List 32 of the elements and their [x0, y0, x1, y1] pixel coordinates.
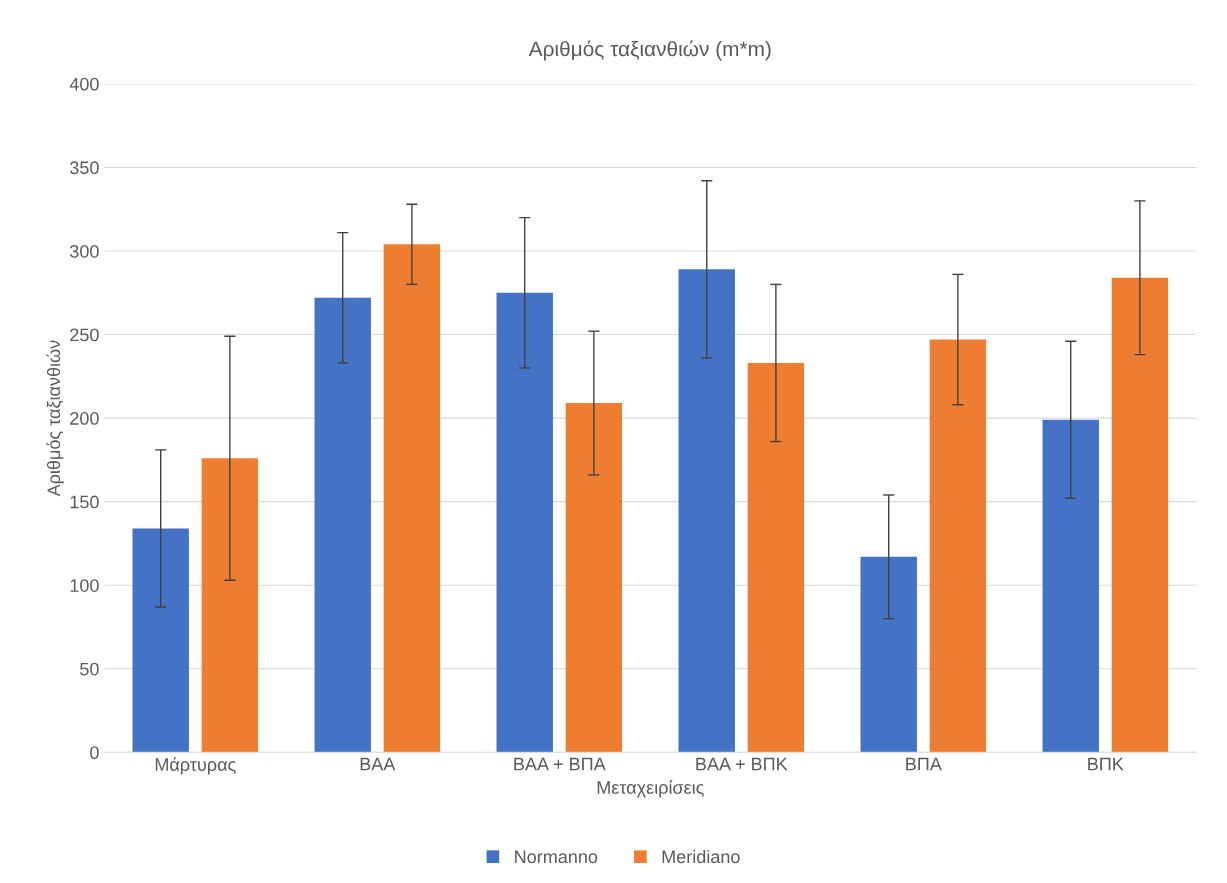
x-tick-label: ΒΑΑ + ΒΠΑ	[514, 757, 606, 771]
y-tick-label: 100	[70, 579, 99, 592]
bar	[1042, 419, 1099, 753]
chart-title: Αριθμός ταξιανθιών (m*m)	[528, 40, 771, 61]
bar	[929, 339, 987, 753]
x-tick-label: ΒΠΚ	[1088, 757, 1124, 771]
bar	[496, 292, 553, 753]
bar	[565, 403, 623, 753]
bar	[747, 362, 805, 753]
y-tick-label: 400	[69, 77, 99, 91]
bar	[201, 458, 259, 753]
y-tick-label: 0	[90, 746, 99, 760]
y-axis-title: Αριθμός ταξιανθιών	[46, 340, 64, 497]
bar	[1111, 277, 1169, 753]
x-tick-label: ΒΑΑ + ΒΠΚ	[696, 757, 788, 771]
legend-label: Meridiano	[662, 849, 740, 864]
y-tick-label: 150	[70, 495, 99, 509]
bar	[132, 528, 189, 753]
y-tick-label: 250	[70, 328, 99, 342]
y-tick-label: 300	[70, 244, 99, 258]
y-tick-label: 350	[70, 161, 99, 175]
bar	[860, 556, 917, 753]
x-axis-title: Μεταχειρίσεις	[597, 780, 704, 798]
y-tick-label: 200	[70, 412, 99, 425]
bar	[383, 244, 441, 753]
x-tick-label: ΒΑΑ	[360, 757, 396, 771]
x-tick-label: Μάρτυρας	[155, 757, 236, 775]
legend-label: Normanno	[515, 850, 598, 864]
y-tick-label: 50	[80, 662, 99, 676]
bar	[678, 269, 735, 753]
x-tick-label: ΒΠΑ	[906, 757, 942, 771]
bar	[314, 297, 371, 753]
